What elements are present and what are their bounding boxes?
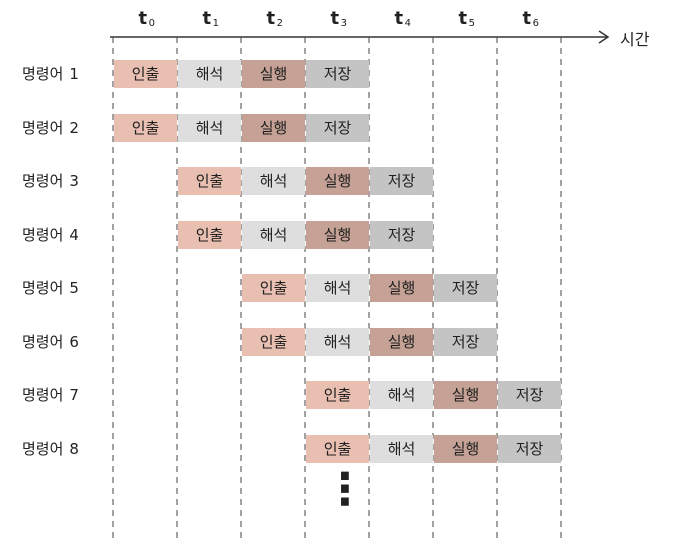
instruction-number: 2 [69,118,79,137]
stage-cell-store: 저장 [370,220,433,249]
tick-base: t [330,8,340,29]
instruction-label: 명령어 6 [22,328,79,356]
instruction-number: 5 [69,279,79,297]
stage-cell-store: 저장 [498,434,561,463]
instruction-number: 6 [69,332,79,351]
stage-cell-fetch: 인출 [306,381,369,409]
instruction-number: 8 [69,439,79,458]
stage-cell-decode: 해석 [242,220,305,249]
stage-cell-execute: 실행 [242,60,305,88]
instruction-label: 명령어 4 [22,221,79,249]
instruction-word: 명령어 [22,332,64,351]
stage-cell-decode: 해석 [178,113,241,142]
instruction-number: 3 [69,172,79,190]
time-tick-label: t3 [307,8,371,29]
stage-cell-execute: 실행 [370,327,433,356]
instruction-number: 4 [69,225,79,244]
instruction-word: 명령어 [22,279,64,297]
time-tick-label: t1 [179,8,243,29]
tick-subscript: 6 [532,18,540,29]
instruction-label: 명령어 5 [22,274,79,302]
stage-cell-fetch: 인출 [242,274,305,302]
tick-subscript: 4 [404,18,412,29]
tick-base: t [138,8,148,29]
stage-cell-fetch: 인출 [242,327,305,356]
stage-cell-execute: 실행 [306,167,369,195]
stage-cell-store: 저장 [306,113,369,142]
stage-cell-fetch: 인출 [178,220,241,249]
stage-cell-decode: 해석 [370,381,433,409]
tick-base: t [394,8,404,29]
time-axis-label: 시간 [620,30,650,49]
tick-base: t [266,8,276,29]
instruction-number: 1 [69,65,79,83]
stage-cell-store: 저장 [370,167,433,195]
stage-cell-decode: 해석 [178,60,241,88]
stage-cell-fetch: 인출 [178,167,241,195]
instruction-label: 명령어 8 [22,435,79,463]
stage-cell-store: 저장 [434,274,497,302]
instruction-word: 명령어 [22,386,64,404]
instruction-number: 7 [69,386,79,404]
instruction-word: 명령어 [22,172,64,190]
tick-base: t [202,8,212,29]
stage-cell-decode: 해석 [242,167,305,195]
time-tick-label: t0 [115,8,179,29]
stage-cell-store: 저장 [498,381,561,409]
stage-cell-decode: 해석 [306,274,369,302]
instruction-label: 명령어 2 [22,114,79,142]
time-tick-label: t2 [243,8,307,29]
stage-cell-store: 저장 [434,327,497,356]
time-tick-label: t4 [371,8,435,29]
instruction-word: 명령어 [22,118,64,137]
tick-base: t [522,8,532,29]
stage-cell-fetch: 인출 [114,60,177,88]
stage-cell-execute: 실행 [434,381,497,409]
tick-subscript: 0 [148,18,156,29]
tick-subscript: 1 [212,18,220,29]
stage-cell-execute: 실행 [306,220,369,249]
time-tick-label: t5 [435,8,499,29]
time-axis-arrowhead [598,30,610,44]
time-tick-label: t6 [499,8,563,29]
instruction-label: 명령어 1 [22,60,79,88]
instruction-word: 명령어 [22,65,64,83]
continuation-dots: ⋮ [323,464,367,515]
stage-cell-fetch: 인출 [114,113,177,142]
stage-cell-decode: 해석 [306,327,369,356]
tick-subscript: 3 [340,18,348,29]
stage-cell-execute: 실행 [434,434,497,463]
stage-cell-store: 저장 [306,60,369,88]
stage-cell-execute: 실행 [242,113,305,142]
stage-cell-fetch: 인출 [306,434,369,463]
instruction-label: 명령어 3 [22,167,79,195]
instruction-word: 명령어 [22,225,64,244]
tick-base: t [458,8,468,29]
tick-subscript: 5 [468,18,476,29]
stage-cell-decode: 해석 [370,434,433,463]
instruction-label: 명령어 7 [22,381,79,409]
stage-cell-execute: 실행 [370,274,433,302]
tick-subscript: 2 [276,18,284,29]
instruction-word: 명령어 [22,439,64,458]
